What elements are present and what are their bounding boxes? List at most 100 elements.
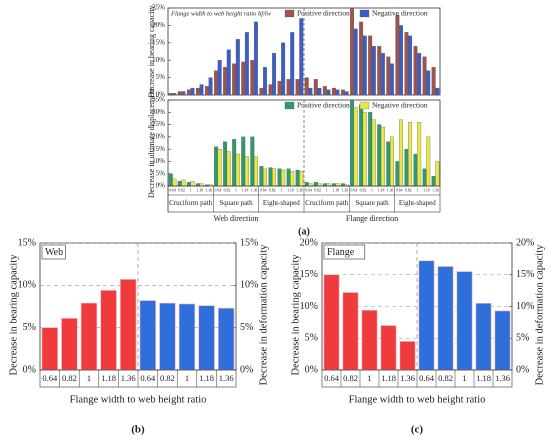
x-axis-title: Flange width to web height ratio <box>349 394 486 405</box>
axis-title: Decrease in deformation capacity <box>534 244 545 386</box>
category-label: 0.82 <box>224 188 231 192</box>
y-tick-label: 15% <box>300 269 318 280</box>
bar <box>259 87 264 96</box>
bar <box>377 46 382 96</box>
bar <box>344 91 349 96</box>
group-label: Square path <box>219 199 253 207</box>
group-label: Eight-shaped <box>263 199 300 207</box>
bar <box>399 119 403 187</box>
bar <box>377 124 382 187</box>
bar <box>435 161 440 187</box>
y-tick-label: 10% <box>300 301 318 312</box>
bar <box>426 136 431 187</box>
category-label: 1.18 <box>199 373 214 383</box>
bar <box>214 146 219 187</box>
panel-title: Web <box>45 247 63 258</box>
y-tick-label: 20% <box>152 21 165 29</box>
legend-swatch <box>284 9 295 18</box>
bar <box>359 104 364 187</box>
group-label: Eight-shaped <box>399 199 436 207</box>
bar <box>181 91 186 96</box>
bar <box>341 89 345 96</box>
bar <box>214 70 219 96</box>
bar <box>272 53 277 96</box>
category-label: 0.82 <box>269 188 276 192</box>
bar <box>413 153 418 187</box>
bar <box>226 49 231 96</box>
bar <box>226 151 231 187</box>
bar <box>244 156 249 187</box>
bar <box>235 153 240 187</box>
y-tick-label: 30% <box>152 108 165 116</box>
y-tick-label: 25% <box>152 120 165 128</box>
axis-title: Decrease in deformation capacity <box>258 244 269 386</box>
bar <box>290 171 295 187</box>
y-tick-label: 15% <box>152 38 165 46</box>
bar <box>268 84 273 96</box>
y-tick-label: 10% <box>18 280 36 291</box>
bar <box>368 35 373 96</box>
bar <box>304 182 309 187</box>
bar <box>281 169 286 187</box>
bar <box>494 310 511 371</box>
category-label: 1.18 <box>101 373 116 383</box>
bar <box>431 176 436 187</box>
bar <box>431 67 436 96</box>
category-label: 1 <box>190 188 192 192</box>
bar <box>281 42 286 96</box>
axis-title: Decrease in bearing capacity <box>8 254 19 376</box>
bar <box>335 183 340 187</box>
bar <box>218 307 235 371</box>
bar <box>172 178 177 187</box>
x-axis-title: Flange width to web height ratio <box>70 394 207 405</box>
category-label: 1.18 <box>332 188 339 192</box>
legend-title: Flange width to web height ratio bf/lw <box>170 10 272 17</box>
bar <box>186 89 191 96</box>
bar <box>408 35 413 96</box>
y-tick-label: 5% <box>23 322 36 333</box>
category-label: 1.36 <box>400 373 415 383</box>
bar <box>208 77 213 96</box>
y-tick-label: 0% <box>23 364 36 375</box>
category-label: 0.64 <box>351 188 358 192</box>
bar <box>190 180 195 187</box>
bar <box>362 35 367 96</box>
bar <box>395 161 400 187</box>
bar <box>380 126 385 187</box>
bar <box>408 121 413 187</box>
category-label: 1.36 <box>219 373 234 383</box>
category-label: 0.82 <box>343 373 358 383</box>
y-tick-label: 25% <box>152 4 165 12</box>
bar <box>422 56 427 96</box>
y-tick-label: 15% <box>18 237 36 248</box>
bar <box>426 70 431 96</box>
category-label: 1.36 <box>296 188 303 192</box>
bar <box>259 166 264 187</box>
y-tick-label: 5% <box>156 73 166 81</box>
y-tick-label: 10% <box>152 157 165 165</box>
legend-swatch <box>359 101 370 110</box>
y-axis-title: Decrease in bearing capacity <box>147 5 156 97</box>
bar <box>263 67 267 96</box>
category-label: 1 <box>416 188 418 192</box>
y2-tick-label: 15% <box>516 269 534 280</box>
category-label: 0.64 <box>215 188 222 192</box>
bar <box>139 300 156 371</box>
bar <box>353 107 358 187</box>
y-tick-label: 5% <box>305 333 318 344</box>
bar <box>335 89 340 96</box>
category-label: 1.36 <box>341 188 348 192</box>
y-tick-label: 35% <box>152 96 165 104</box>
bar <box>326 89 331 96</box>
category-label: 0.82 <box>405 188 412 192</box>
bar <box>395 14 400 96</box>
caption: (c) <box>411 424 424 436</box>
legend-label: Positive direction <box>297 101 350 110</box>
category-label: 1.36 <box>387 188 394 192</box>
bar <box>159 302 176 371</box>
category-label: 1.36 <box>495 373 510 383</box>
title-box <box>41 244 66 260</box>
bar <box>263 168 267 187</box>
y-tick-label: 15% <box>152 145 165 153</box>
